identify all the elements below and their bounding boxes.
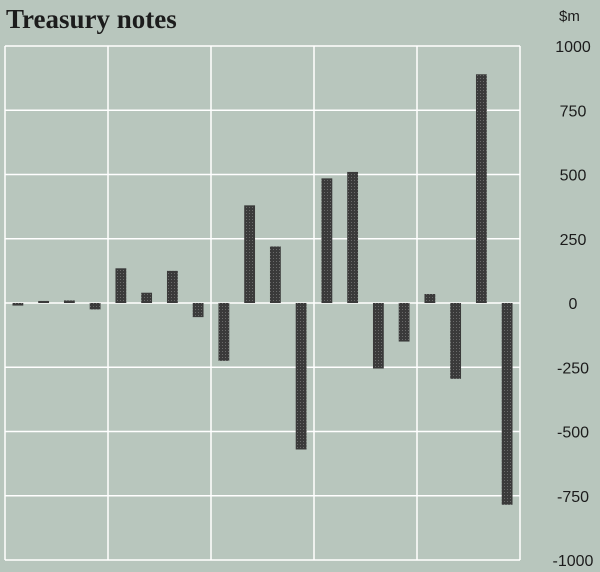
grid-layer xyxy=(4,45,521,561)
bar xyxy=(244,205,256,303)
bar xyxy=(450,303,462,379)
bar xyxy=(501,303,513,505)
bar xyxy=(12,303,24,306)
y-tick-label: 1000 xyxy=(555,39,591,56)
y-tick-label: -500 xyxy=(557,425,589,442)
bar xyxy=(192,303,204,318)
y-tick-label: 750 xyxy=(560,103,587,120)
y-tick-label: -1000 xyxy=(553,553,594,570)
bar xyxy=(295,303,307,450)
bar xyxy=(347,171,359,303)
y-tick-label: -250 xyxy=(557,360,589,377)
bar xyxy=(475,74,487,304)
bar xyxy=(321,178,333,303)
bars-layer xyxy=(12,74,513,505)
bar xyxy=(372,303,384,369)
y-tick-label: 0 xyxy=(569,296,578,313)
bar xyxy=(398,303,410,342)
bar xyxy=(166,270,178,303)
y-tick-label: 500 xyxy=(560,168,587,185)
chart-title: Treasury notes xyxy=(6,4,177,34)
bar xyxy=(269,246,281,303)
y-tick-label: -750 xyxy=(557,489,589,506)
bar xyxy=(424,294,436,303)
bar xyxy=(38,300,50,303)
bar xyxy=(115,268,127,303)
bar xyxy=(63,300,75,303)
y-unit-label: $m xyxy=(559,8,580,25)
y-tick-labels: 1000 750 500 250 0 -250 -500 -750 -1000 xyxy=(553,39,594,570)
bar xyxy=(218,303,230,361)
y-tick-label: 250 xyxy=(560,232,587,249)
bar xyxy=(141,292,153,303)
bar xyxy=(89,303,101,310)
